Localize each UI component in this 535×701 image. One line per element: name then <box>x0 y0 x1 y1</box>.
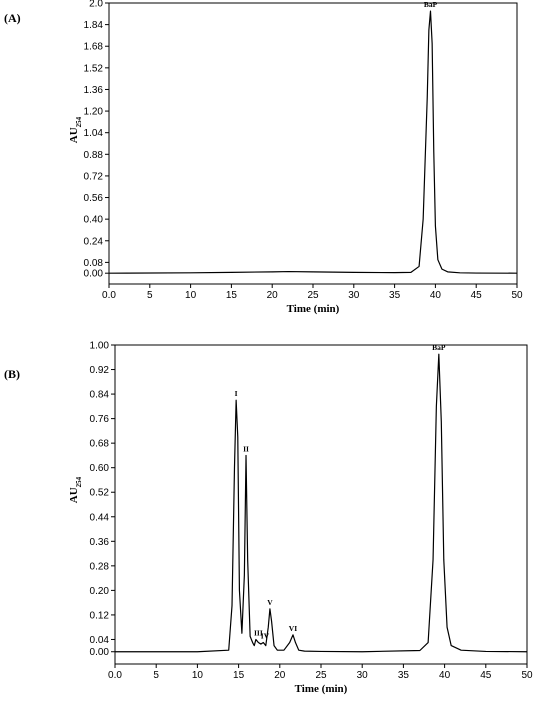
x-tick-label: 30 <box>348 290 360 301</box>
y-tick-label: 0.52 <box>90 488 110 499</box>
chart-panel-a: (A) 2.0 1.84 1.68 1.52 1.36 1.20 1.04 0.88 0.72 0.… <box>4 0 523 315</box>
y-tick-label: 0.56 <box>84 193 104 204</box>
plot-frame <box>108 2 518 285</box>
y-tick-label: 0.24 <box>84 236 104 247</box>
peak-label: BaP <box>424 0 438 9</box>
x-tick-label: 5 <box>147 290 153 301</box>
x-tick-label: 50 <box>521 670 533 681</box>
y-tick-label: 0.28 <box>90 561 110 572</box>
y-tick-label: 0.72 <box>84 171 104 182</box>
x-tick-label: 5 <box>153 670 159 681</box>
y-tick-label: 1.68 <box>84 42 104 53</box>
panel-label: (A) <box>4 11 21 25</box>
y-tick-label: 1.04 <box>84 128 104 139</box>
x-tick-label: 15 <box>226 290 238 301</box>
peak-label: BaP <box>432 343 446 352</box>
chromatogram-trace <box>108 10 518 274</box>
y-tick-label: 0.36 <box>90 537 110 548</box>
y-tick-label: 0.04 <box>90 635 110 646</box>
y-axis-title: AU254 <box>68 116 83 143</box>
y-tick-label: 2.0 <box>89 0 103 10</box>
y-axis-title: AU254 <box>68 476 83 503</box>
peak-label: IV <box>261 632 270 641</box>
y-tick-label: 0.20 <box>90 586 110 597</box>
x-tick-label: 30 <box>357 670 369 681</box>
x-tick-label: 10 <box>185 290 197 301</box>
x-tick-label: 40 <box>439 670 451 681</box>
y-tick-label: 0.08 <box>84 258 104 269</box>
x-axis-title: Time (min) <box>295 683 348 695</box>
peak-label: III <box>254 628 263 637</box>
y-tick-label: 0.88 <box>84 150 104 161</box>
y-tick-label: 1.52 <box>84 63 104 74</box>
peak-label: VI <box>289 624 297 633</box>
y-tick-label: 0.84 <box>90 390 110 401</box>
x-tick-label: 25 <box>315 670 327 681</box>
y-tick-label: 0.60 <box>90 463 110 474</box>
y-tick-label: 1.84 <box>84 20 104 31</box>
peak-label: II <box>243 444 249 453</box>
y-tick-label: 1.36 <box>84 85 104 96</box>
x-tick-label: 35 <box>398 670 410 681</box>
x-tick-label: 15 <box>233 670 245 681</box>
y-tick-label: 0.76 <box>90 414 110 425</box>
x-tick-label: 0.0 <box>108 670 122 681</box>
y-tick-label: 0.44 <box>90 512 110 523</box>
x-tick-label: 35 <box>389 290 401 301</box>
x-tick-label: 20 <box>267 290 279 301</box>
y-tick-label: 0.00 <box>84 269 104 280</box>
panel-label: (B) <box>4 367 20 381</box>
y-tick-label: 0.40 <box>84 215 104 226</box>
x-tick-label: 0.0 <box>102 290 116 301</box>
x-tick-label: 40 <box>430 290 442 301</box>
x-tick-label: 25 <box>307 290 319 301</box>
y-tick-label: 0.12 <box>90 610 110 621</box>
x-tick-label: 45 <box>480 670 492 681</box>
y-tick-label: 0.00 <box>90 647 110 658</box>
y-tick-label: 1.20 <box>84 107 104 118</box>
chart-panel-b: (B) 1.00 0.92 0.84 0.76 0.68 0.60 0.52 0.44 0.36 0… <box>4 341 533 696</box>
peak-label: V <box>267 598 273 607</box>
peak-label: I <box>235 389 238 398</box>
x-axis-title: Time (min) <box>287 303 340 315</box>
chromatogram-trace <box>115 353 528 653</box>
x-tick-label: 50 <box>511 290 523 301</box>
y-tick-label: 0.68 <box>90 439 110 450</box>
x-tick-label: 20 <box>274 670 286 681</box>
y-tick-label: 1.00 <box>90 341 110 352</box>
y-tick-label: 0.92 <box>90 365 110 376</box>
x-tick-label: 10 <box>192 670 204 681</box>
plot-frame <box>114 344 528 665</box>
x-tick-label: 45 <box>471 290 483 301</box>
